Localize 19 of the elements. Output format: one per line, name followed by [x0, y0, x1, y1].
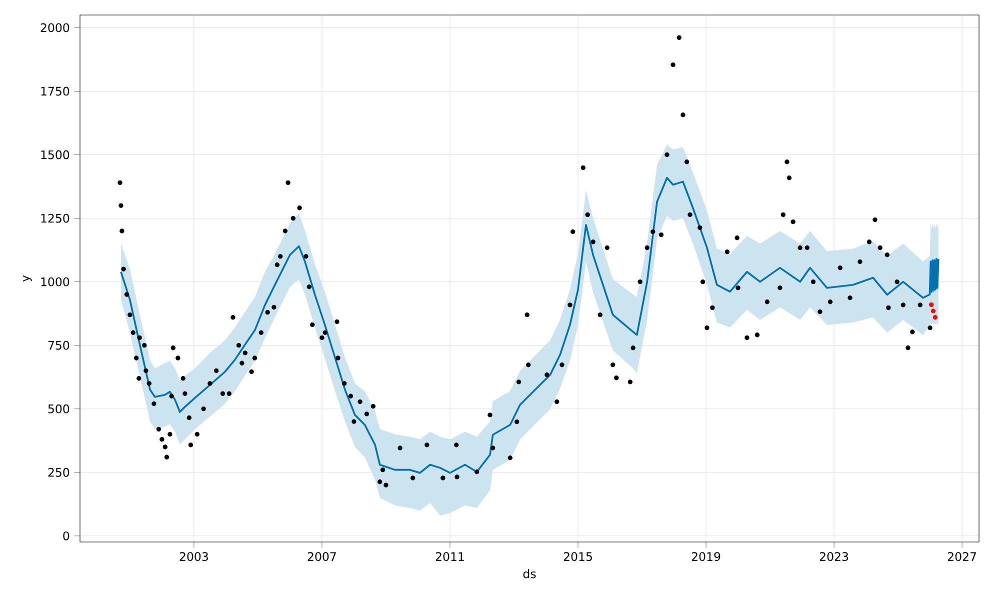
line-series: [120, 176, 940, 474]
y-tick-label: 1250: [41, 214, 70, 223]
y-tick-label: 750: [48, 340, 70, 350]
y-tick-label: 0: [63, 531, 70, 540]
y-tick-label: 1000: [41, 277, 70, 286]
y-tick-label: 500: [48, 404, 70, 414]
y-tick-label: 1500: [41, 150, 70, 160]
y-tick-label: 1750: [41, 86, 70, 96]
x-axis-title: ds: [523, 569, 536, 578]
y-tick-label: 2000: [40, 23, 70, 32]
x-tick-label: 2015: [564, 552, 592, 562]
y-axis-title: y: [22, 275, 32, 282]
y-tick-label: 250: [48, 468, 70, 477]
x-tick-label: 2019: [692, 552, 720, 562]
x-tick-label: 2003: [180, 552, 208, 562]
x-tick-label: 2011: [436, 552, 464, 562]
x-tick-label: 2027: [948, 552, 976, 562]
x-tick-label: 2023: [820, 552, 848, 562]
x-tick-label: 2007: [308, 552, 336, 562]
